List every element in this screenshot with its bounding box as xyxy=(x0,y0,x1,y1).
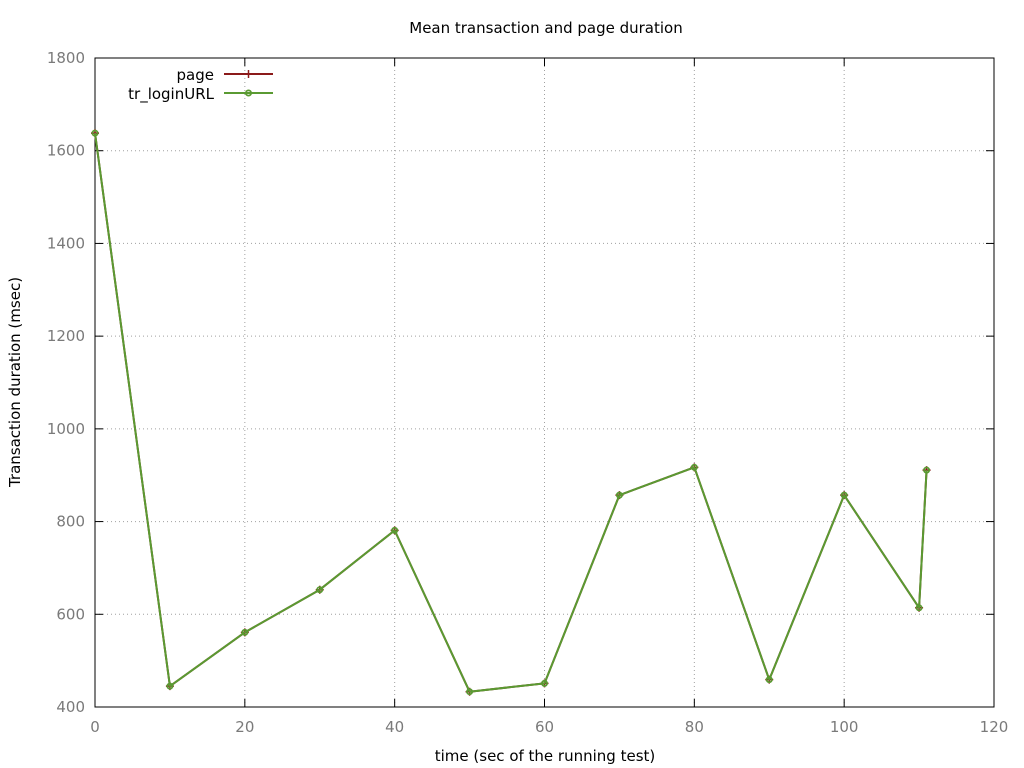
y-tick-label: 1000 xyxy=(47,420,85,438)
legend: page tr_loginURL xyxy=(128,66,273,104)
legend-sample-page xyxy=(224,70,273,78)
y-tick-label: 400 xyxy=(56,698,85,716)
y-tick-label: 1200 xyxy=(47,327,85,345)
y-axis-title: Transaction duration (msec) xyxy=(6,277,24,488)
x-axis-title: time (sec of the running test) xyxy=(435,747,656,765)
data-point xyxy=(91,129,99,137)
series-group xyxy=(91,129,931,696)
data-point xyxy=(391,526,399,534)
y-tick-label: 1800 xyxy=(47,49,85,67)
legend-label-page: page xyxy=(177,66,214,84)
data-point xyxy=(241,628,249,636)
series-line-tr-loginurl xyxy=(94,132,928,693)
x-tick-label: 20 xyxy=(235,718,254,736)
y-tick-label: 600 xyxy=(56,605,85,623)
legend-marker xyxy=(244,70,253,78)
data-point xyxy=(690,463,698,471)
data-point xyxy=(541,679,549,687)
x-tick-label: 120 xyxy=(980,718,1009,736)
data-point xyxy=(765,676,773,684)
y-tick-label: 1400 xyxy=(47,234,85,252)
data-point xyxy=(466,688,474,696)
chart-title: Mean transaction and page duration xyxy=(409,19,682,37)
y-tick-label: 800 xyxy=(56,513,85,531)
series-page xyxy=(91,129,931,696)
data-point xyxy=(915,604,923,612)
y-tick-label: 1600 xyxy=(47,142,85,160)
data-point xyxy=(615,491,623,499)
axes: 0 20 40 60 80 100 120 400 600 800 1000 1200 1400 1600… xyxy=(47,49,1009,736)
series-line-page xyxy=(94,132,928,693)
x-tick-label: 100 xyxy=(830,718,859,736)
legend-label-tr-loginurl: tr_loginURL xyxy=(128,85,214,104)
data-point xyxy=(840,491,848,499)
x-tick-label: 0 xyxy=(90,718,100,736)
data-point xyxy=(166,682,174,690)
legend-marker xyxy=(244,89,252,97)
data-point xyxy=(316,586,324,594)
x-tick-label: 60 xyxy=(535,718,554,736)
legend-sample-tr-loginurl xyxy=(224,89,273,97)
data-point xyxy=(923,466,931,474)
grid xyxy=(95,58,994,707)
x-tick-label: 40 xyxy=(385,718,404,736)
series-tr-loginurl xyxy=(91,129,931,696)
x-tick-label: 80 xyxy=(685,718,704,736)
